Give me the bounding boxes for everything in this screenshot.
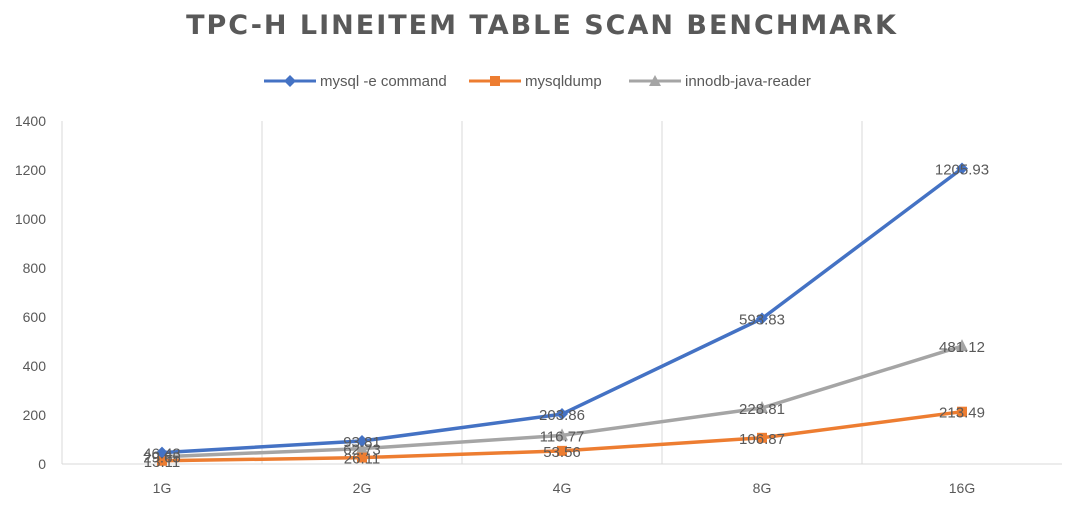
legend-label-series-0: mysql -e command bbox=[320, 72, 447, 90]
y-tick-label: 1200 bbox=[15, 162, 46, 178]
y-tick-label: 0 bbox=[38, 456, 46, 472]
legend-marker-line-square-icon bbox=[469, 76, 521, 86]
y-tick-label: 600 bbox=[23, 309, 47, 325]
legend-item-series-0[interactable]: mysql -e command bbox=[264, 70, 447, 92]
data-point-marker bbox=[757, 432, 767, 443]
x-tick-label: 2G bbox=[353, 480, 372, 496]
data-point-marker bbox=[356, 435, 368, 448]
data-point-marker bbox=[557, 445, 567, 456]
chart-title: TPC-H LINEITEM TABLE SCAN BENCHMARK bbox=[186, 10, 898, 41]
data-point-marker bbox=[956, 339, 968, 352]
data-label: 62.73 bbox=[343, 442, 381, 459]
data-point-marker bbox=[357, 452, 367, 463]
data-label: 228.81 bbox=[739, 401, 785, 418]
data-label: 106.87 bbox=[739, 431, 785, 448]
data-point-marker bbox=[157, 455, 167, 466]
x-tick-label: 8G bbox=[753, 480, 772, 496]
data-label: 93.81 bbox=[343, 434, 381, 451]
data-label: 116.77 bbox=[540, 428, 585, 445]
y-tick-label: 200 bbox=[23, 407, 47, 423]
y-tick-label: 800 bbox=[23, 260, 47, 276]
data-point-marker bbox=[956, 162, 968, 175]
data-point-marker bbox=[756, 400, 768, 413]
data-label: 213.49 bbox=[939, 405, 985, 422]
legend-label-series-1: mysqldump bbox=[525, 72, 602, 90]
legend-marker-line-triangle-icon bbox=[629, 75, 681, 86]
x-tick-label: 16G bbox=[949, 480, 975, 496]
y-tick-label: 1400 bbox=[15, 113, 46, 129]
x-tick-label: 1G bbox=[153, 480, 172, 496]
legend-item-series-1[interactable]: mysqldump bbox=[469, 70, 602, 92]
data-point-marker bbox=[356, 441, 368, 454]
legend-marker-line-diamond-icon bbox=[264, 75, 316, 87]
data-label: 203.86 bbox=[539, 407, 585, 424]
data-label: 1205.93 bbox=[935, 162, 989, 179]
legend-label-series-2: innodb-java-reader bbox=[685, 72, 811, 90]
data-point-marker bbox=[756, 312, 768, 325]
data-label: 29.65 bbox=[143, 450, 181, 467]
data-point-marker bbox=[957, 406, 967, 417]
data-point-marker bbox=[556, 428, 568, 441]
data-label: 53.56 bbox=[543, 444, 581, 461]
legend: mysql -e command mysqldump innodb-java-r… bbox=[0, 70, 1084, 92]
data-label: 13.11 bbox=[144, 454, 180, 471]
legend-item-series-2[interactable]: innodb-java-reader bbox=[629, 70, 811, 92]
data-point-marker bbox=[556, 408, 568, 421]
data-label: 26.11 bbox=[344, 451, 380, 468]
y-tick-label: 1000 bbox=[15, 211, 46, 227]
data-point-marker bbox=[156, 446, 168, 459]
data-label: 46.43 bbox=[143, 446, 181, 463]
y-tick-label: 400 bbox=[23, 358, 47, 374]
x-tick-label: 4G bbox=[553, 480, 572, 496]
data-label: 593.83 bbox=[739, 312, 785, 329]
data-label: 481.12 bbox=[939, 339, 985, 356]
